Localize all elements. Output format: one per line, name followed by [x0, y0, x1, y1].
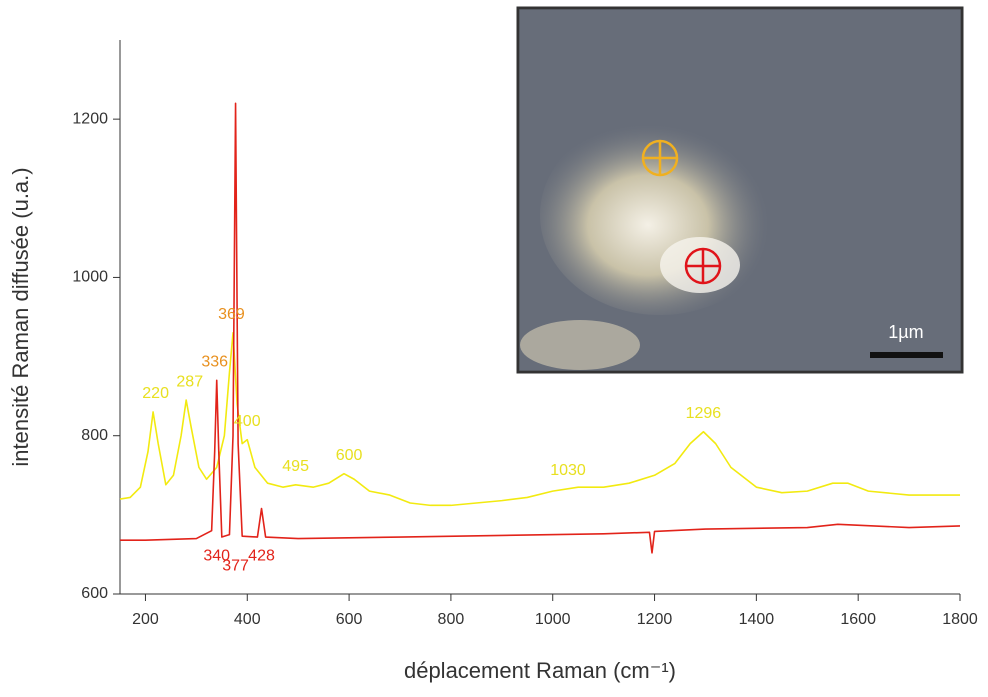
scale-label: 1µm: [888, 322, 923, 342]
series-line: [120, 102, 961, 554]
y-tick-label: 800: [81, 427, 108, 444]
series-line: [119, 332, 960, 507]
x-tick-label: 200: [132, 611, 159, 628]
x-tick-label: 400: [234, 611, 261, 628]
inset-photo: 1µm: [516, 6, 964, 374]
peak-label: 220: [142, 385, 169, 402]
x-tick-label: 800: [438, 611, 465, 628]
peak-label: 340: [203, 547, 230, 564]
peak-label: 1296: [686, 405, 722, 422]
x-tick-label: 1200: [637, 611, 673, 628]
peak-label: 400: [234, 413, 261, 430]
y-tick-label: 1000: [72, 269, 108, 286]
x-tick-label: 1000: [535, 611, 571, 628]
peak-label: 428: [248, 547, 275, 564]
peak-label: 1030: [550, 462, 586, 479]
peak-label: 369: [218, 306, 245, 323]
x-tick-label: 1600: [840, 611, 876, 628]
x-axis-title: déplacement Raman (cm⁻¹): [404, 658, 676, 683]
y-tick-label: 600: [81, 585, 108, 602]
peak-label: 336: [201, 354, 228, 371]
peak-label: 377: [222, 558, 249, 575]
x-tick-label: 1400: [739, 611, 775, 628]
peak-label: 600: [336, 447, 363, 464]
y-axis-title: intensité Raman diffusée (u.a.): [8, 167, 33, 466]
y-tick-label: 1200: [72, 110, 108, 127]
x-tick-label: 1800: [942, 611, 978, 628]
peak-label: 495: [282, 458, 309, 475]
x-tick-label: 600: [336, 611, 363, 628]
peak-label: 287: [176, 373, 203, 390]
